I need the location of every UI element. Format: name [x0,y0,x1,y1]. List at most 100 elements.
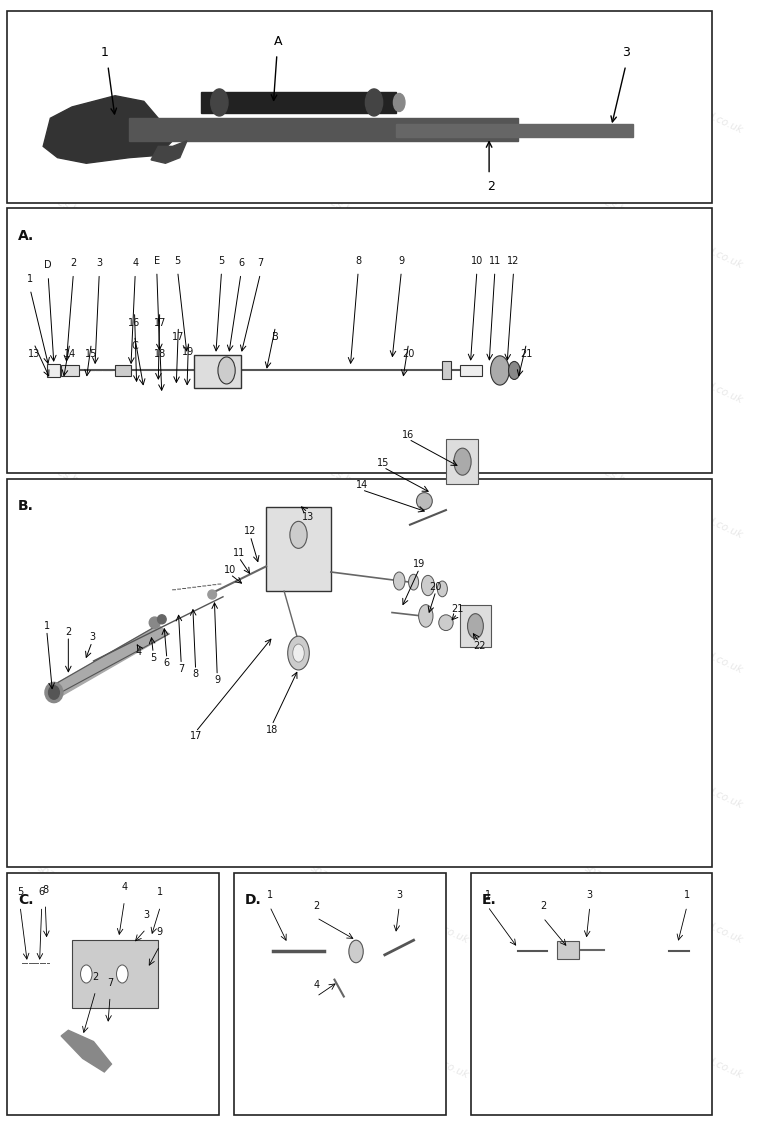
Text: 1: 1 [157,887,164,897]
Text: 2: 2 [65,627,71,636]
Polygon shape [61,1030,111,1072]
Text: spares.bagnallandkirkwood.co.uk: spares.bagnallandkirkwood.co.uk [36,323,198,405]
Text: spares.bagnallandkirkwood.co.uk: spares.bagnallandkirkwood.co.uk [583,999,744,1081]
Text: 3: 3 [89,633,95,642]
Text: spares.bagnallandkirkwood.co.uk: spares.bagnallandkirkwood.co.uk [310,999,471,1081]
Bar [194,355,241,388]
Text: 12: 12 [244,527,257,536]
Ellipse shape [149,617,160,628]
Text: spares.bagnallandkirkwood.co.uk: spares.bagnallandkirkwood.co.uk [36,53,198,135]
Text: 21: 21 [452,605,464,614]
Text: E.: E. [482,893,497,906]
Bar [446,439,478,484]
Bar [266,507,331,591]
Circle shape [117,965,128,983]
Text: 20: 20 [402,349,415,359]
Text: spares.bagnallandkirkwood.co.uk: spares.bagnallandkirkwood.co.uk [36,458,198,540]
Ellipse shape [157,615,166,624]
Bar [558,941,579,959]
Text: 1: 1 [101,45,108,59]
Text: 19: 19 [413,560,425,569]
Text: spares.bagnallandkirkwood.co.uk: spares.bagnallandkirkwood.co.uk [310,864,471,946]
Bar [7,208,712,473]
Text: 15: 15 [377,458,389,467]
Text: 11: 11 [233,548,245,557]
Text: 17: 17 [190,732,202,741]
Text: 4: 4 [313,980,319,990]
Text: 5: 5 [150,653,157,662]
Text: 13: 13 [28,349,40,359]
Text: spares.bagnallandkirkwood.co.uk: spares.bagnallandkirkwood.co.uk [583,729,744,811]
Text: 9: 9 [157,927,163,937]
Ellipse shape [45,682,63,703]
Text: 6: 6 [164,659,170,668]
Text: 22: 22 [473,642,485,651]
Text: 10: 10 [224,565,237,574]
Text: B: B [272,332,279,342]
Text: spares.bagnallandkirkwood.co.uk: spares.bagnallandkirkwood.co.uk [36,999,198,1081]
Text: 3: 3 [587,890,593,900]
Text: spares.bagnallandkirkwood.co.uk: spares.bagnallandkirkwood.co.uk [583,593,744,676]
Text: D: D [45,260,52,270]
Text: C: C [131,341,138,351]
Text: 9: 9 [214,676,220,685]
Text: 6: 6 [38,887,45,897]
Text: spares.bagnallandkirkwood.co.uk: spares.bagnallandkirkwood.co.uk [36,188,198,270]
Circle shape [422,575,435,596]
Text: A: A [274,35,283,48]
Text: 8: 8 [193,670,199,679]
Text: 3: 3 [143,910,149,920]
Text: 15: 15 [85,349,98,359]
Text: 4: 4 [121,882,127,892]
Circle shape [290,521,307,548]
Bar [7,11,712,203]
Circle shape [288,636,310,670]
Circle shape [419,605,433,627]
Text: spares.bagnallandkirkwood.co.uk: spares.bagnallandkirkwood.co.uk [583,458,744,540]
Text: 7: 7 [107,977,113,988]
Text: spares.bagnallandkirkwood.co.uk: spares.bagnallandkirkwood.co.uk [583,323,744,405]
Text: 8: 8 [42,885,48,895]
Bar [72,940,158,1008]
Circle shape [293,644,304,662]
Polygon shape [130,118,518,141]
Text: C.: C. [18,893,34,906]
Circle shape [491,356,509,385]
Text: 20: 20 [429,582,442,591]
Bar [442,361,451,379]
Text: 1: 1 [684,890,690,900]
Text: spares.bagnallandkirkwood.co.uk: spares.bagnallandkirkwood.co.uk [310,458,471,540]
Text: 2: 2 [488,180,495,194]
Bar [115,365,131,376]
Text: 8: 8 [355,256,361,266]
Circle shape [81,965,92,983]
Text: 2: 2 [313,901,319,911]
Text: 9: 9 [399,256,405,266]
Text: spares.bagnallandkirkwood.co.uk: spares.bagnallandkirkwood.co.uk [36,593,198,676]
Text: 5: 5 [17,887,23,897]
Ellipse shape [48,686,59,699]
Text: 10: 10 [471,256,483,266]
Polygon shape [51,625,169,698]
Circle shape [393,93,405,111]
Text: A.: A. [18,229,35,242]
Text: D.: D. [244,893,261,906]
Text: 18: 18 [154,349,166,359]
Circle shape [409,574,419,590]
Circle shape [366,89,382,116]
Text: 6: 6 [238,258,244,268]
Polygon shape [396,124,633,137]
Circle shape [437,581,448,597]
Text: spares.bagnallandkirkwood.co.uk: spares.bagnallandkirkwood.co.uk [310,53,471,135]
Circle shape [393,572,405,590]
Circle shape [349,940,363,963]
Text: E: E [154,256,160,266]
Text: 17: 17 [154,318,166,328]
Polygon shape [201,92,396,113]
Text: 3: 3 [622,45,630,59]
Text: 18: 18 [266,725,278,734]
Text: 3: 3 [96,258,102,268]
Circle shape [454,448,471,475]
Text: spares.bagnallandkirkwood.co.uk: spares.bagnallandkirkwood.co.uk [36,729,198,811]
Text: 7: 7 [178,664,184,673]
